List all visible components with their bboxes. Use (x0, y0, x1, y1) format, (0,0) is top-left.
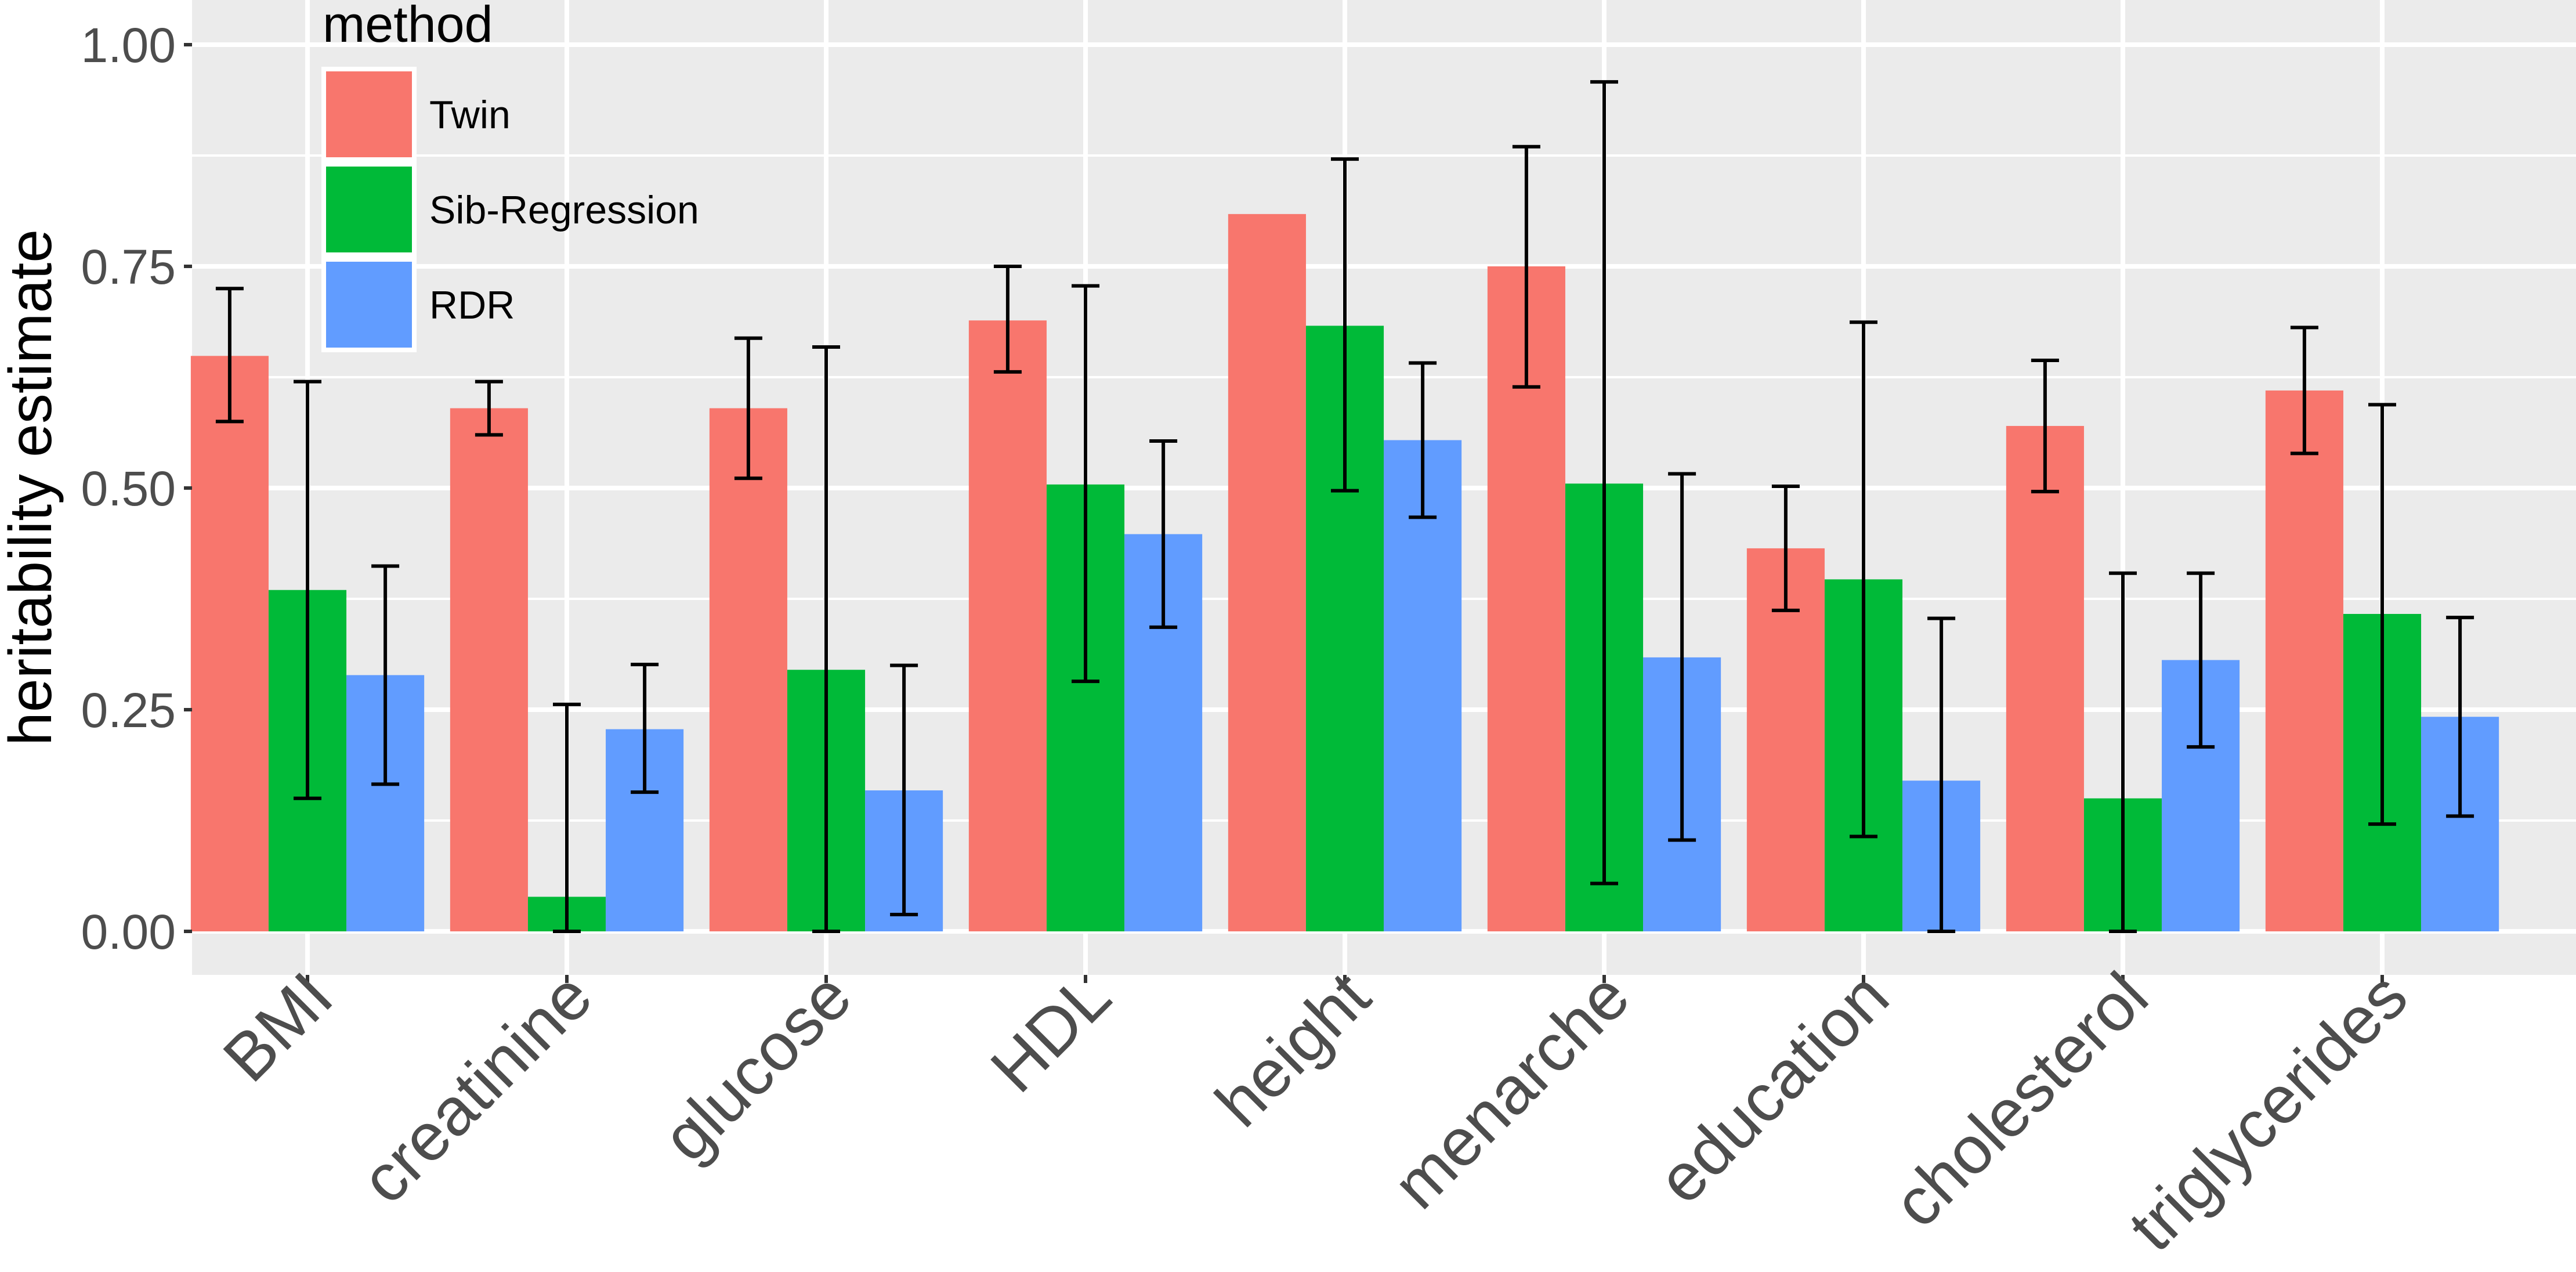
error-bar (1149, 439, 1178, 629)
error-bar (294, 380, 321, 800)
legend-label: RDR (429, 283, 515, 327)
error-bar (371, 564, 400, 786)
error-bar (993, 265, 1022, 374)
error-bar (2368, 403, 2396, 826)
bars (190, 214, 2499, 931)
bar-twin-cholesterol (2006, 426, 2084, 931)
error-bar (553, 702, 581, 933)
error-bar (2187, 571, 2215, 749)
error-bar (2290, 326, 2318, 456)
x-tick-label: education (1643, 958, 1903, 1218)
error-bars (215, 80, 2474, 933)
x-tick-label: triglycerides (2114, 958, 2422, 1266)
x-tick-label: glucose (648, 958, 866, 1176)
y-tick-label: 0.00 (81, 905, 176, 959)
y-axis-label: heritability estimate (0, 229, 64, 746)
error-bar (1590, 80, 1618, 886)
y-tick-label: 0.50 (81, 461, 176, 516)
bar-twin-bmi (190, 356, 269, 931)
x-tick-label: HDL (976, 958, 1125, 1107)
legend-key-rdr (321, 257, 417, 352)
legend: method Twin Sib-Regression RDR (321, 0, 699, 352)
legend-label: Sib-Regression (429, 188, 699, 232)
error-bar (2446, 616, 2474, 818)
error-bar (2031, 358, 2059, 494)
legend-label: Twin (429, 93, 511, 137)
error-bar (1850, 320, 1877, 839)
bar-twin-triglycerides (2265, 390, 2343, 931)
bar-twin-height (1228, 214, 1306, 931)
error-bar (215, 287, 244, 424)
bar-rdr-height (1384, 440, 1462, 931)
x-tick-label: creatinine (346, 958, 606, 1218)
error-bar (1771, 484, 1800, 612)
error-bar (1409, 361, 1437, 519)
y-tick-label: 0.25 (81, 683, 176, 738)
error-bar (812, 345, 840, 933)
bar-twin-creatinine (450, 408, 528, 931)
x-tick-label: cholesterol (1879, 958, 2162, 1242)
error-bar (1512, 144, 1540, 389)
legend-title: method (323, 0, 493, 53)
error-bar (475, 380, 503, 437)
error-bar (890, 663, 918, 916)
error-bar (1668, 472, 1696, 842)
bar-twin-education (1746, 548, 1825, 931)
error-bar (1927, 616, 1956, 933)
bar-twin-glucose (709, 408, 787, 931)
x-tick-label: BMI (209, 958, 347, 1096)
x-tick-label: height (1201, 958, 1384, 1141)
error-bar (631, 663, 659, 794)
error-bar (734, 336, 762, 480)
x-tick-label: menarche (1379, 958, 1644, 1223)
y-tick-label: 1.00 (81, 18, 176, 73)
bar-twin-hdl (968, 320, 1047, 931)
y-tick-label: 0.75 (81, 240, 176, 294)
legend-key-twin (321, 67, 417, 162)
y-axis: 0.00 0.25 0.50 0.75 1.00 (81, 18, 192, 959)
error-bar (1072, 284, 1099, 684)
legend-key-sib-regression (321, 162, 417, 257)
error-bar (1331, 157, 1359, 493)
error-bar (2109, 571, 2137, 933)
